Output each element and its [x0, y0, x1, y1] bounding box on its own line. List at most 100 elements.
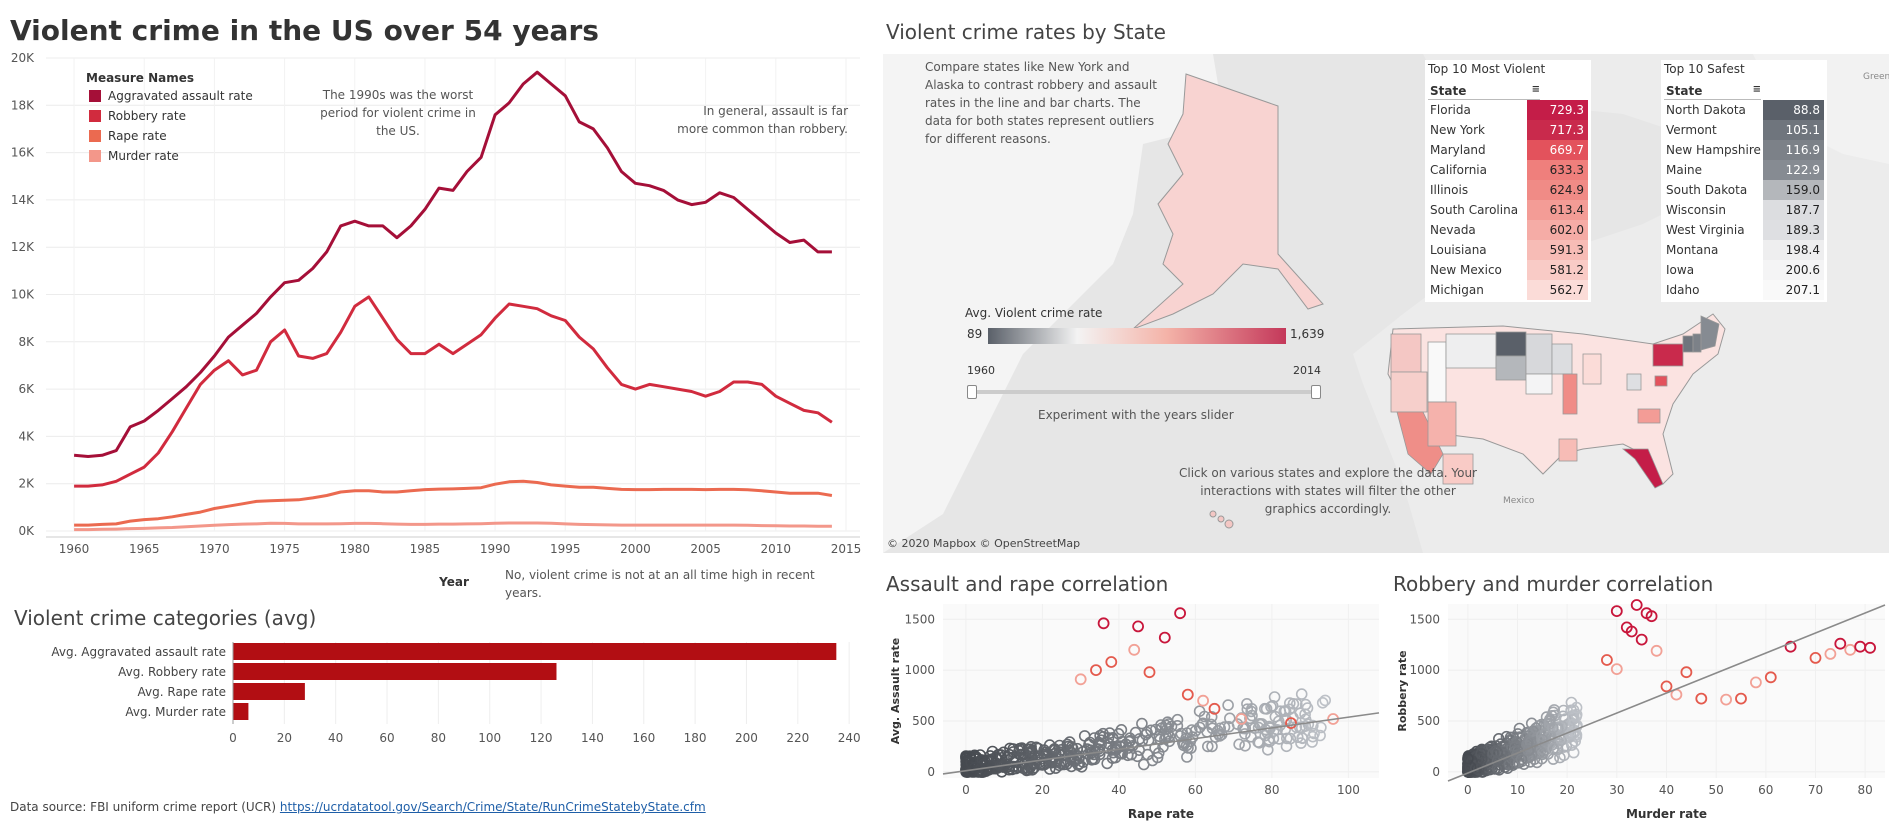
state-north-dakota[interactable] [1495, 331, 1527, 357]
data-point [1205, 711, 1218, 723]
state-maine[interactable] [1700, 315, 1720, 351]
data-point [1077, 746, 1089, 758]
table-row[interactable]: Wisconsin 187.7 [1664, 200, 1824, 220]
alaska-state[interactable] [1132, 73, 1324, 330]
state-south-carolina[interactable] [1637, 408, 1661, 424]
data-point [1125, 748, 1138, 761]
data-point [1103, 738, 1115, 750]
state-hawaii[interactable] [1209, 510, 1217, 518]
state-value: 591.3 [1526, 240, 1588, 260]
year-slider-track[interactable] [969, 390, 1313, 394]
year-slider-end-handle[interactable] [1311, 385, 1321, 399]
highlight-point [1630, 599, 1643, 611]
page-title: Violent crime in the US over 54 years [10, 14, 599, 47]
category-label: Avg. Robbery rate [118, 665, 226, 679]
state-iowa[interactable] [1525, 373, 1553, 395]
state-map[interactable]: Compare states like New York and Alaska … [883, 54, 1889, 553]
state-washington[interactable] [1390, 333, 1422, 373]
state-value: 562.7 [1526, 280, 1588, 300]
x-tick-label: 0 [962, 783, 970, 797]
state-california[interactable] [1396, 411, 1444, 475]
data-point [990, 751, 1002, 763]
state-montana[interactable] [1445, 333, 1497, 369]
y-tick-label: 16K [11, 146, 35, 160]
data-point [1198, 710, 1211, 723]
table-row[interactable]: Maine 122.9 [1664, 160, 1824, 180]
series-line [74, 479, 833, 527]
sort-icon[interactable]: ≡ [1531, 84, 1540, 95]
state-maryland[interactable] [1654, 375, 1668, 387]
state-hawaii-2[interactable] [1217, 515, 1225, 523]
highlight-point [1864, 641, 1877, 654]
x-tick-label: 40 [328, 731, 343, 745]
x-tick-label: 220 [786, 731, 809, 745]
legend-label: Aggravated assault rate [108, 89, 253, 103]
note-assault: In general, assault is far more common t… [677, 104, 848, 136]
table-row[interactable]: New Hampshire 116.9 [1664, 140, 1824, 160]
state-name: Maine [1666, 163, 1703, 177]
table-row[interactable]: South Carolina 613.4 [1428, 200, 1588, 220]
state-name: New York [1430, 123, 1485, 137]
table-row[interactable]: California 633.3 [1428, 160, 1588, 180]
state-new-hampshire[interactable] [1692, 333, 1702, 353]
x-tick-label: 0 [229, 731, 237, 745]
state-illinois[interactable] [1562, 373, 1578, 415]
table-row[interactable]: Maryland 669.7 [1428, 140, 1588, 160]
table-row[interactable]: Louisiana 591.3 [1428, 240, 1588, 260]
state-idaho[interactable] [1427, 341, 1447, 403]
table-row[interactable]: Florida 729.3 [1428, 100, 1588, 120]
data-point [1301, 702, 1314, 714]
highlight-point [1784, 640, 1797, 653]
year-slider-start-handle[interactable] [967, 385, 977, 399]
data-point [1499, 748, 1511, 761]
state-nevada[interactable] [1427, 401, 1457, 447]
state-michigan[interactable] [1582, 353, 1602, 385]
bar-chart-title: Violent crime categories (avg) [14, 606, 317, 630]
y-tick-label: 500 [1417, 714, 1440, 728]
data-point [1299, 713, 1312, 726]
table-row[interactable]: Vermont 105.1 [1664, 120, 1824, 140]
data-point [1094, 729, 1106, 742]
table-row[interactable]: Michigan 562.7 [1428, 280, 1588, 300]
state-oregon[interactable] [1390, 371, 1428, 413]
state-south-dakota[interactable] [1495, 355, 1527, 381]
table-row[interactable]: Iowa 200.6 [1664, 260, 1824, 280]
table-row[interactable]: North Dakota 88.8 [1664, 100, 1824, 120]
color-legend-bar [988, 328, 1286, 344]
data-source-label: Data source: FBI uniform crime report (U… [10, 800, 277, 814]
y-tick-label: 1500 [1409, 612, 1440, 626]
state-hawaii-3[interactable] [1224, 519, 1234, 529]
table-row[interactable]: Nevada 602.0 [1428, 220, 1588, 240]
highlight-point [1650, 644, 1663, 657]
table-row[interactable]: New York 717.3 [1428, 120, 1588, 140]
land-west [883, 54, 1223, 553]
data-point [1129, 726, 1142, 739]
data-point [1233, 738, 1245, 751]
table-row[interactable]: West Virginia 189.3 [1664, 220, 1824, 240]
table-row[interactable]: Idaho 207.1 [1664, 280, 1824, 300]
data-point [1491, 755, 1504, 767]
table-row[interactable]: Montana 198.4 [1664, 240, 1824, 260]
x-tick-label: 60 [1758, 783, 1773, 797]
x-tick-label: 2000 [620, 542, 651, 556]
state-name: Illinois [1430, 183, 1469, 197]
state-vermont[interactable] [1682, 335, 1694, 353]
state-new-york[interactable] [1652, 343, 1684, 367]
highlight-point [1235, 713, 1248, 725]
table-row[interactable]: Illinois 624.9 [1428, 180, 1588, 200]
x-tick-label: 2005 [690, 542, 721, 556]
data-point [1073, 758, 1086, 770]
sort-icon[interactable]: ≡ [1752, 84, 1761, 95]
slider-end-label: 2014 [1293, 364, 1321, 377]
table-row[interactable]: New Mexico 581.2 [1428, 260, 1588, 280]
state-florida[interactable] [1621, 448, 1664, 489]
state-new-mexico[interactable] [1442, 453, 1474, 485]
state-minnesota[interactable] [1525, 333, 1553, 375]
table-row[interactable]: South Dakota 159.0 [1664, 180, 1824, 200]
data-source-link[interactable]: https://ucrdatatool.gov/Search/Crime/Sta… [279, 800, 706, 814]
state-value: 105.1 [1763, 120, 1824, 140]
x-tick-label: 240 [838, 731, 861, 745]
state-wisconsin[interactable] [1551, 343, 1573, 375]
state-west-virginia[interactable] [1626, 373, 1642, 391]
state-louisiana[interactable] [1558, 438, 1578, 462]
